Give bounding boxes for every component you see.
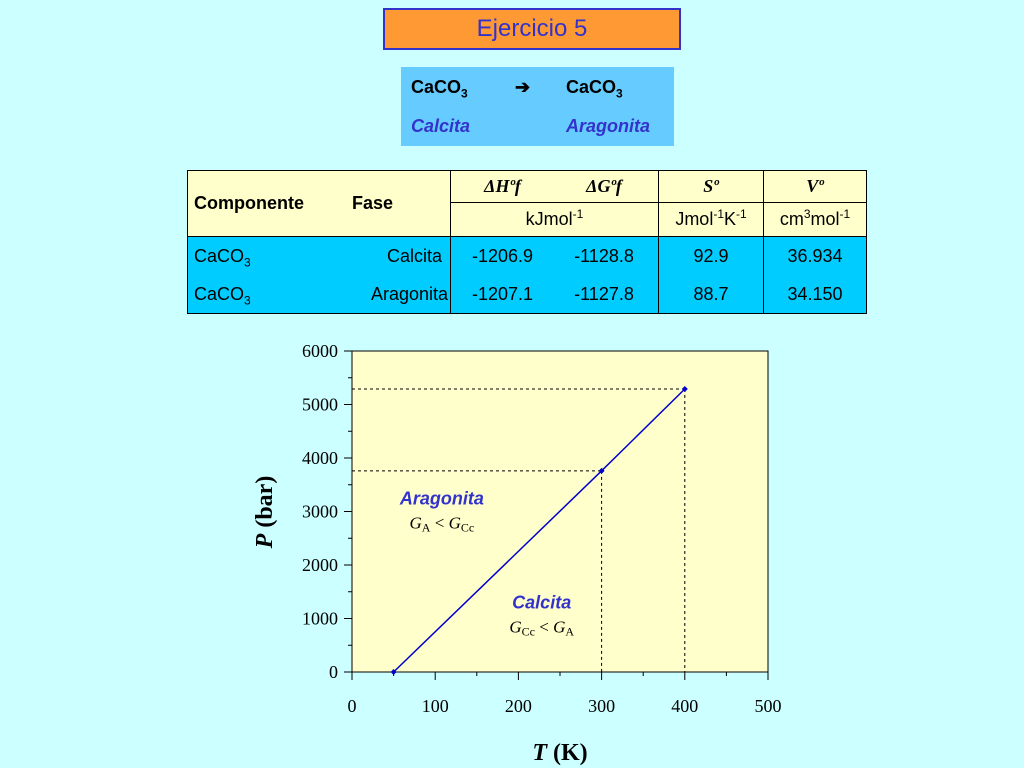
y-tick-label: 0 [329, 662, 338, 682]
header-dh-dg: ΔHºf ΔGºf [450, 170, 659, 203]
y-tick-label: 6000 [302, 341, 338, 361]
body-dh-dg: -1206.9 -1128.8 -1207.1 -1127.8 [450, 236, 659, 314]
x-tick-label: 200 [505, 696, 532, 716]
product-phase: Aragonita [566, 116, 651, 136]
data-point [390, 669, 397, 675]
table-row: CaCO3 Aragonita [188, 275, 450, 313]
row-dg: -1128.8 [574, 246, 634, 266]
row-v: 34.150 [787, 284, 843, 304]
row-fase: Aragonita [370, 283, 448, 304]
header-v: Vº [763, 170, 867, 203]
row-dg: -1127.8 [574, 284, 634, 304]
data-point [681, 385, 688, 392]
x-tick-label: 0 [348, 696, 357, 716]
row-componente: CaCO3 [194, 283, 251, 308]
data-point [598, 467, 605, 474]
row-componente: CaCO3 [194, 245, 251, 270]
x-axis-title: T (K) [532, 740, 587, 766]
y-tick-label: 5000 [302, 395, 338, 415]
row-dh: -1207.1 [471, 284, 534, 304]
body-componente-fase: CaCO3 Calcita CaCO3 Aragonita [187, 236, 451, 314]
header-fase: Fase [352, 193, 394, 213]
header-dg: ΔGºf [586, 176, 622, 196]
region-label: Aragonita [399, 489, 484, 509]
reaction-phases: Calcita Aragonita [411, 116, 650, 137]
x-tick-label: 100 [422, 696, 449, 716]
slide-title: Ejercicio 5 [383, 8, 681, 50]
reaction-box: CaCO3 ➔ CaCO3 Calcita Aragonita [401, 67, 674, 146]
x-tick-label: 400 [671, 696, 698, 716]
row-dh: -1206.9 [471, 246, 534, 266]
row-fase: Calcita [386, 245, 442, 266]
y-tick-label: 2000 [302, 555, 338, 575]
header-componente: Componente [194, 193, 304, 213]
row-v: 36.934 [787, 246, 843, 266]
x-tick-label: 300 [588, 696, 615, 716]
region-relation: GCc < GA [509, 617, 574, 638]
row-s: 88.7 [693, 284, 729, 304]
y-tick-label: 1000 [302, 609, 338, 629]
body-v: 36.934 34.150 [763, 236, 867, 314]
header-dh: ΔHºf [484, 176, 521, 196]
table-row: CaCO3 Calcita [188, 237, 450, 275]
y-tick-label: 3000 [302, 502, 338, 522]
y-axis-title: P (bar) [252, 476, 278, 550]
reaction-arrow-icon: ➔ [515, 77, 531, 97]
region-label: Calcita [512, 592, 571, 612]
region-relation: GA < GCc [410, 514, 475, 535]
x-tick-label: 500 [755, 696, 782, 716]
thermo-table: Componente Fase ΔHºf ΔGºf Sº Vº kJmol-1 Jm… [187, 170, 867, 314]
y-tick-label: 4000 [302, 448, 338, 468]
body-s: 92.9 88.7 [658, 236, 764, 314]
reaction-formula: CaCO3 ➔ CaCO3 [411, 77, 623, 101]
row-s: 92.9 [693, 246, 729, 266]
header-s: Sº [658, 170, 764, 203]
product-formula: CaCO3 [566, 77, 623, 101]
reactant-phase: Calcita [411, 116, 471, 136]
reactant-formula: CaCO3 [411, 77, 468, 101]
